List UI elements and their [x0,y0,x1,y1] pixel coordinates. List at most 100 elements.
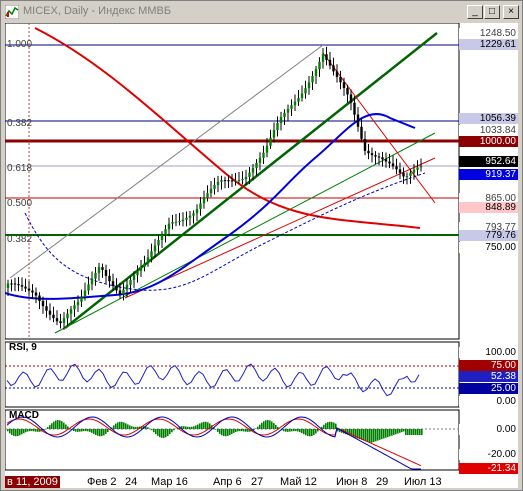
macd-bar [293,429,295,432]
macd-bar [245,429,247,432]
candle-body [97,267,101,273]
macd-bar [103,429,105,436]
macd-bar [405,429,407,435]
macd-bar [135,426,137,429]
macd-bar [407,429,409,435]
macd-bar [127,424,129,429]
macd-bar [21,429,23,435]
candle-body [398,169,402,173]
macd-bar [239,429,241,432]
rsi-label-100: 100.00 [459,347,518,358]
macd-bar [223,429,225,437]
macd-bar [85,429,87,432]
macd-bar [107,429,109,433]
macd-bar [147,427,149,429]
candle-body [304,88,307,94]
macd-bar [203,421,205,429]
macd-bar [201,422,203,429]
candle-body [272,130,276,138]
macd-bar [37,429,39,432]
candle-body [321,54,325,62]
macd-bar [277,426,279,429]
macd-bar [165,429,167,438]
macd-bar [299,429,301,433]
macd-bar [65,424,67,429]
x-label-29: 29 [376,476,389,488]
macd-bar [413,429,415,435]
chart-area[interactable]: 1.000 0.382 0.618 0.500 0.382 1248.50 12… [5,23,518,488]
candle-body [276,123,279,131]
macd-bar [367,429,369,442]
macd-bar [349,429,351,436]
candle-body [10,283,13,285]
candle-body [297,97,300,102]
macd-bar [87,429,89,432]
macd-bar [151,429,153,431]
sma-blue-curve [5,112,416,300]
macd-bar [91,429,93,433]
fib-label-500: 0.500 [7,198,33,209]
macd-bar [377,429,379,441]
x-label-mar16: Мар 16 [151,476,188,488]
candle-body [174,221,178,223]
candle-body [395,166,398,170]
candle-body [125,284,129,290]
macd-bar [267,420,269,429]
macd-bar [357,429,359,439]
macd-bar [57,420,59,429]
macd-bar [73,429,75,431]
candle-body [230,180,234,182]
x-label-jul13: Июл 13 [404,476,442,488]
candle-body [199,203,202,210]
candle-body [129,279,132,285]
sma-red-curve [34,27,421,229]
close-button[interactable]: × [503,5,519,19]
candle-body [104,269,108,276]
macd-bar [117,422,119,429]
macd-bar [99,429,101,437]
macd-bar [123,422,125,429]
macd-bar [351,429,353,437]
macd-bar [25,429,27,433]
candle-body [108,275,111,282]
macd-bar [265,420,267,429]
candle-body [171,222,174,224]
macd-bar [39,429,41,432]
price-label-865: 865.00 [459,193,518,204]
candle-body [374,155,377,157]
macd-bar [11,429,13,435]
macd-bar [287,429,289,432]
candle-body [360,126,363,139]
title-bar[interactable]: MICEX, Daily - Индекс ММВБ _ □ × [3,3,520,21]
macd-bar [119,421,121,429]
macd-bar [215,429,217,430]
macd-bar [189,426,191,429]
candle-body [342,82,346,89]
macd-label-0: 0.00 [459,424,518,435]
macd-bar [183,426,185,429]
macd-bar [327,422,329,429]
fib-label-382-top: 0.382 [7,118,33,129]
candle-body [409,172,412,177]
macd-bar [295,429,297,432]
candle-body [388,161,391,164]
macd-bar [113,425,115,429]
x-label-24: 24 [125,476,138,488]
candle-body [283,112,286,118]
macd-bar [225,429,227,437]
macd-bar [197,424,199,429]
macd-bar [317,429,319,432]
minimize-button[interactable]: _ [467,5,483,19]
candle-body [290,105,293,109]
candle-body [90,278,94,285]
candle-body [164,229,167,235]
macd-bar [121,421,123,429]
macd-bar [59,420,61,429]
candle-body [55,318,59,322]
macd-bar [235,429,237,432]
macd-bar [153,429,155,433]
trend-line-red [124,157,436,299]
x-label-start: в 11, 2009 [5,476,60,488]
maximize-button[interactable]: □ [484,5,500,19]
candle-body [20,285,24,287]
